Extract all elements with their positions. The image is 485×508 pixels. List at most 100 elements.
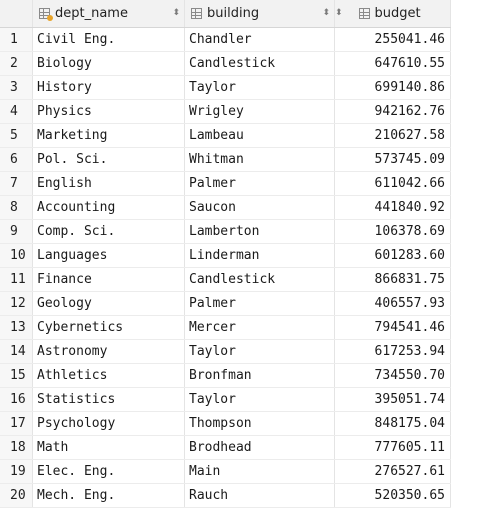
- table-row[interactable]: 6 Pol. Sci. Whitman 573745.09: [0, 148, 451, 172]
- cell-dept-name[interactable]: Astronomy: [33, 340, 185, 363]
- cell-budget[interactable]: 395051.74: [335, 388, 451, 411]
- row-number[interactable]: 2: [0, 52, 33, 75]
- cell-dept-name[interactable]: Accounting: [33, 196, 185, 219]
- sort-icon[interactable]: ⬍: [172, 8, 180, 18]
- row-number[interactable]: 15: [0, 364, 33, 387]
- cell-building[interactable]: Brodhead: [185, 436, 335, 459]
- column-header-building[interactable]: building ⬍: [185, 0, 335, 27]
- row-number[interactable]: 11: [0, 268, 33, 291]
- row-number[interactable]: 19: [0, 460, 33, 483]
- cell-budget[interactable]: 699140.86: [335, 76, 451, 99]
- column-header-budget[interactable]: ⬍ budget: [335, 0, 451, 27]
- cell-building[interactable]: Wrigley: [185, 100, 335, 123]
- cell-building[interactable]: Chandler: [185, 28, 335, 51]
- cell-budget[interactable]: 611042.66: [335, 172, 451, 195]
- cell-budget[interactable]: 520350.65: [335, 484, 451, 507]
- cell-budget[interactable]: 866831.75: [335, 268, 451, 291]
- cell-budget[interactable]: 255041.46: [335, 28, 451, 51]
- row-number[interactable]: 3: [0, 76, 33, 99]
- cell-building[interactable]: Thompson: [185, 412, 335, 435]
- cell-dept-name[interactable]: Biology: [33, 52, 185, 75]
- cell-dept-name[interactable]: Pol. Sci.: [33, 148, 185, 171]
- cell-budget[interactable]: 441840.92: [335, 196, 451, 219]
- cell-budget[interactable]: 276527.61: [335, 460, 451, 483]
- cell-building[interactable]: Mercer: [185, 316, 335, 339]
- cell-budget[interactable]: 647610.55: [335, 52, 451, 75]
- column-header-dept-name[interactable]: dept_name ⬍: [33, 0, 185, 27]
- table-row[interactable]: 2 Biology Candlestick 647610.55: [0, 52, 451, 76]
- cell-dept-name[interactable]: Geology: [33, 292, 185, 315]
- row-number[interactable]: 4: [0, 100, 33, 123]
- cell-budget[interactable]: 942162.76: [335, 100, 451, 123]
- cell-budget[interactable]: 106378.69: [335, 220, 451, 243]
- cell-building[interactable]: Linderman: [185, 244, 335, 267]
- row-number[interactable]: 8: [0, 196, 33, 219]
- cell-budget[interactable]: 573745.09: [335, 148, 451, 171]
- row-number[interactable]: 5: [0, 124, 33, 147]
- cell-dept-name[interactable]: Languages: [33, 244, 185, 267]
- cell-dept-name[interactable]: Marketing: [33, 124, 185, 147]
- table-row[interactable]: 1 Civil Eng. Chandler 255041.46: [0, 28, 451, 52]
- cell-budget[interactable]: 617253.94: [335, 340, 451, 363]
- cell-building[interactable]: Main: [185, 460, 335, 483]
- cell-dept-name[interactable]: Psychology: [33, 412, 185, 435]
- row-number[interactable]: 12: [0, 292, 33, 315]
- table-row[interactable]: 14 Astronomy Taylor 617253.94: [0, 340, 451, 364]
- table-row[interactable]: 9 Comp. Sci. Lamberton 106378.69: [0, 220, 451, 244]
- cell-dept-name[interactable]: Cybernetics: [33, 316, 185, 339]
- table-row[interactable]: 13 Cybernetics Mercer 794541.46: [0, 316, 451, 340]
- row-number[interactable]: 7: [0, 172, 33, 195]
- cell-dept-name[interactable]: Elec. Eng.: [33, 460, 185, 483]
- row-number[interactable]: 16: [0, 388, 33, 411]
- cell-budget[interactable]: 601283.60: [335, 244, 451, 267]
- cell-building[interactable]: Lamberton: [185, 220, 335, 243]
- table-row[interactable]: 11 Finance Candlestick 866831.75: [0, 268, 451, 292]
- table-row[interactable]: 7 English Palmer 611042.66: [0, 172, 451, 196]
- row-number[interactable]: 10: [0, 244, 33, 267]
- row-number[interactable]: 6: [0, 148, 33, 171]
- cell-budget[interactable]: 406557.93: [335, 292, 451, 315]
- table-row[interactable]: 18 Math Brodhead 777605.11: [0, 436, 451, 460]
- cell-dept-name[interactable]: Civil Eng.: [33, 28, 185, 51]
- cell-building[interactable]: Rauch: [185, 484, 335, 507]
- cell-budget[interactable]: 210627.58: [335, 124, 451, 147]
- cell-dept-name[interactable]: Math: [33, 436, 185, 459]
- cell-building[interactable]: Palmer: [185, 172, 335, 195]
- row-number[interactable]: 18: [0, 436, 33, 459]
- table-row[interactable]: 19 Elec. Eng. Main 276527.61: [0, 460, 451, 484]
- cell-building[interactable]: Saucon: [185, 196, 335, 219]
- sort-icon[interactable]: ⬍: [335, 8, 343, 18]
- table-row[interactable]: 4 Physics Wrigley 942162.76: [0, 100, 451, 124]
- table-row[interactable]: 15 Athletics Bronfman 734550.70: [0, 364, 451, 388]
- cell-budget[interactable]: 777605.11: [335, 436, 451, 459]
- table-row[interactable]: 12 Geology Palmer 406557.93: [0, 292, 451, 316]
- sort-icon[interactable]: ⬍: [322, 8, 330, 18]
- row-number[interactable]: 14: [0, 340, 33, 363]
- cell-dept-name[interactable]: Finance: [33, 268, 185, 291]
- table-row[interactable]: 8 Accounting Saucon 441840.92: [0, 196, 451, 220]
- table-row[interactable]: 17 Psychology Thompson 848175.04: [0, 412, 451, 436]
- row-number[interactable]: 20: [0, 484, 33, 507]
- table-row[interactable]: 3 History Taylor 699140.86: [0, 76, 451, 100]
- row-number[interactable]: 17: [0, 412, 33, 435]
- cell-dept-name[interactable]: Physics: [33, 100, 185, 123]
- cell-building[interactable]: Whitman: [185, 148, 335, 171]
- cell-building[interactable]: Bronfman: [185, 364, 335, 387]
- table-row[interactable]: 16 Statistics Taylor 395051.74: [0, 388, 451, 412]
- cell-dept-name[interactable]: Statistics: [33, 388, 185, 411]
- cell-budget[interactable]: 848175.04: [335, 412, 451, 435]
- cell-dept-name[interactable]: Comp. Sci.: [33, 220, 185, 243]
- cell-building[interactable]: Candlestick: [185, 268, 335, 291]
- cell-building[interactable]: Taylor: [185, 388, 335, 411]
- cell-dept-name[interactable]: Athletics: [33, 364, 185, 387]
- cell-budget[interactable]: 734550.70: [335, 364, 451, 387]
- cell-dept-name[interactable]: Mech. Eng.: [33, 484, 185, 507]
- row-number[interactable]: 1: [0, 28, 33, 51]
- table-row[interactable]: 20 Mech. Eng. Rauch 520350.65: [0, 484, 451, 508]
- cell-building[interactable]: Taylor: [185, 76, 335, 99]
- row-number[interactable]: 13: [0, 316, 33, 339]
- cell-dept-name[interactable]: English: [33, 172, 185, 195]
- cell-building[interactable]: Candlestick: [185, 52, 335, 75]
- cell-building[interactable]: Taylor: [185, 340, 335, 363]
- cell-building[interactable]: Palmer: [185, 292, 335, 315]
